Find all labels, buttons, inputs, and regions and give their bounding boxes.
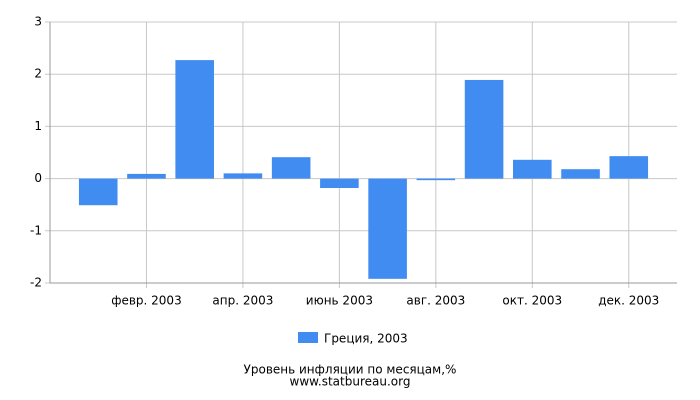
bar [78,178,118,206]
bar [561,169,600,179]
bar [416,178,456,181]
bar [609,156,649,179]
bar [513,159,552,179]
bar [271,157,311,179]
chart-subtitle: www.statbureau.org [290,375,411,389]
legend-label: Греция, 2003 [324,332,408,346]
y-tick-label: 0 [34,171,42,185]
bar [320,178,359,188]
bar [223,173,263,179]
x-tick-label: февр. 2003 [111,294,182,308]
bar [464,79,504,179]
bar [368,178,407,279]
y-tick-label: -2 [30,276,42,290]
x-tick-label: апр. 2003 [212,294,273,308]
y-tick-label: 2 [34,67,42,81]
y-tick-label: 1 [34,119,42,133]
x-tick-label: окт. 2003 [502,294,562,308]
x-tick-label: дек. 2003 [598,294,659,308]
y-tick-label: -1 [30,223,42,237]
y-tick-label: 3 [34,15,42,29]
bar [127,173,166,179]
chart-title: Уровень инфляции по месяцам,% [244,363,457,377]
x-tick-label: авг. 2003 [406,294,465,308]
bar [175,60,214,179]
legend-swatch [298,332,318,343]
x-tick-label: июнь 2003 [306,294,373,308]
